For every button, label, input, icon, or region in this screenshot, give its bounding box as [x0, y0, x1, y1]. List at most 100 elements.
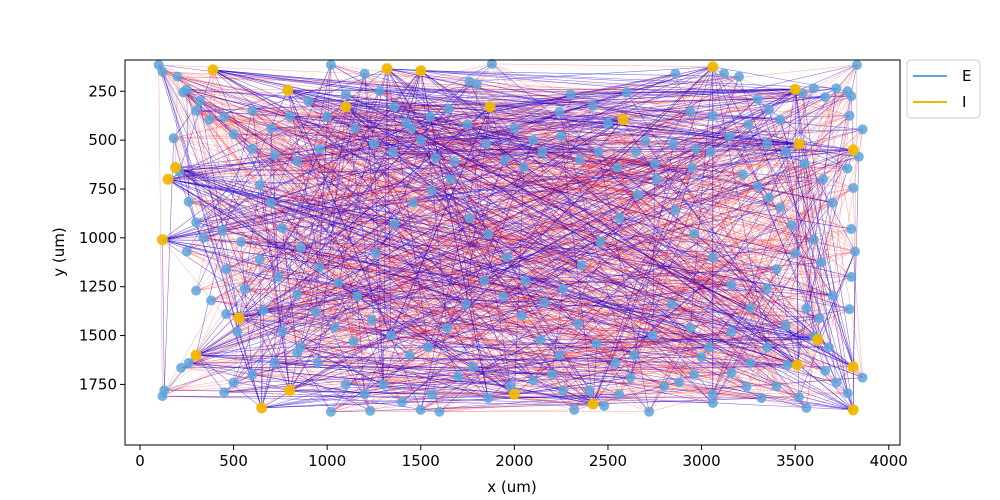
- inhibitory-connection: [701, 149, 854, 358]
- inhibitory-connection: [188, 362, 365, 395]
- excitatory-neuron-point: [554, 106, 565, 117]
- excitatory-neuron-point: [820, 365, 831, 376]
- inhibitory-connection: [355, 128, 751, 309]
- inhibitory-connection: [287, 90, 392, 336]
- inhibitory-connection: [692, 143, 799, 168]
- excitatory-connection: [450, 139, 534, 180]
- excitatory-neuron-point: [670, 205, 681, 216]
- excitatory-connection: [562, 92, 627, 391]
- inhibitory-connection: [420, 70, 786, 327]
- excitatory-connection: [458, 187, 854, 377]
- excitatory-neuron-point: [312, 357, 323, 368]
- excitatory-connection: [289, 91, 848, 391]
- excitatory-connection: [446, 327, 631, 378]
- excitatory-connection: [510, 187, 854, 387]
- excitatory-neuron-point: [705, 146, 716, 157]
- excitatory-neuron-point: [535, 334, 546, 345]
- inhibitory-connection: [525, 185, 758, 282]
- excitatory-neuron-point: [269, 149, 280, 160]
- excitatory-connection: [373, 143, 515, 395]
- excitatory-connection: [675, 73, 777, 387]
- excitatory-neuron-point: [857, 372, 868, 383]
- inhibitory-connection: [491, 63, 854, 368]
- y-tick-label: 1750: [79, 375, 117, 393]
- excitatory-neuron-point: [808, 234, 819, 245]
- inhibitory-connection: [233, 364, 798, 383]
- excitatory-connection: [282, 331, 347, 385]
- excitatory-neuron-point: [464, 213, 475, 224]
- excitatory-connection: [326, 116, 365, 395]
- inhibitory-connection: [212, 69, 854, 151]
- inhibitory-connection: [226, 313, 818, 340]
- excitatory-connection: [798, 96, 852, 398]
- excitatory-connection: [375, 253, 691, 328]
- excitatory-connection: [212, 69, 223, 231]
- excitatory-connection: [345, 202, 833, 385]
- inhibitory-connection: [212, 69, 854, 411]
- excitatory-neuron-point: [762, 342, 773, 353]
- inhibitory-connection: [179, 171, 854, 411]
- excitatory-neuron-point: [816, 257, 827, 268]
- excitatory-connection: [712, 308, 807, 404]
- excitatory-connection: [263, 129, 863, 311]
- excitatory-neuron-point: [782, 359, 793, 370]
- excitatory-connection: [757, 185, 856, 252]
- excitatory-neuron-point: [827, 290, 838, 301]
- inhibitory-neuron-point: [282, 84, 294, 96]
- excitatory-connection: [454, 161, 826, 371]
- excitatory-neuron-point: [359, 68, 370, 79]
- inhibitory-connection: [817, 339, 854, 368]
- excitatory-connection: [852, 188, 856, 252]
- excitatory-connection: [330, 64, 477, 85]
- excitatory-connection: [622, 73, 725, 120]
- excitatory-connection: [297, 352, 590, 391]
- excitatory-neuron-point: [258, 305, 269, 316]
- excitatory-connection: [761, 392, 848, 399]
- excitatory-connection: [315, 251, 856, 313]
- excitatory-connection: [179, 171, 605, 407]
- excitatory-connection: [450, 106, 491, 180]
- excitatory-connection: [596, 119, 781, 344]
- excitatory-neuron-point: [367, 314, 378, 325]
- inhibitory-neuron-point: [791, 359, 803, 371]
- excitatory-connection: [750, 307, 786, 327]
- excitatory-connection: [649, 386, 747, 413]
- excitatory-connection: [510, 202, 833, 387]
- excitatory-connection: [454, 151, 637, 162]
- excitatory-neuron-point: [217, 225, 228, 236]
- excitatory-connection: [162, 395, 799, 398]
- excitatory-connection: [533, 380, 620, 395]
- excitatory-neuron-point: [516, 311, 527, 322]
- excitatory-connection: [233, 134, 786, 327]
- excitatory-connection: [785, 97, 826, 326]
- excitatory-neuron-point: [685, 106, 696, 117]
- excitatory-neuron-point: [786, 220, 797, 231]
- excitatory-neuron-point: [818, 174, 829, 185]
- inhibitory-connection: [330, 64, 854, 368]
- excitatory-connection: [345, 93, 833, 296]
- excitatory-neuron-point: [799, 158, 810, 169]
- excitatory-connection: [196, 218, 620, 291]
- inhibitory-connection: [776, 269, 798, 365]
- inhibitory-connection: [428, 346, 854, 411]
- excitatory-connection: [252, 148, 616, 364]
- inhibitory-connection: [162, 115, 713, 241]
- inhibitory-connection: [345, 106, 459, 377]
- excitatory-connection: [409, 354, 433, 395]
- neurons-layer: [153, 58, 868, 417]
- inhibitory-connection: [394, 106, 601, 243]
- inhibitory-connection: [411, 128, 854, 368]
- excitatory-neuron-point: [464, 76, 475, 87]
- excitatory-neuron-point: [546, 369, 557, 380]
- excitatory-connection: [652, 335, 818, 340]
- excitatory-connection: [167, 122, 406, 180]
- excitatory-connection: [383, 288, 768, 385]
- excitatory-neuron-point: [415, 404, 426, 415]
- inhibitory-connection: [712, 66, 848, 92]
- excitatory-connection: [637, 194, 856, 252]
- inhibitory-connection: [252, 302, 545, 375]
- excitatory-neuron-point: [558, 385, 569, 396]
- excitatory-neuron-point: [719, 68, 730, 79]
- excitatory-neuron-point: [352, 291, 363, 302]
- inhibitory-connection: [196, 307, 751, 356]
